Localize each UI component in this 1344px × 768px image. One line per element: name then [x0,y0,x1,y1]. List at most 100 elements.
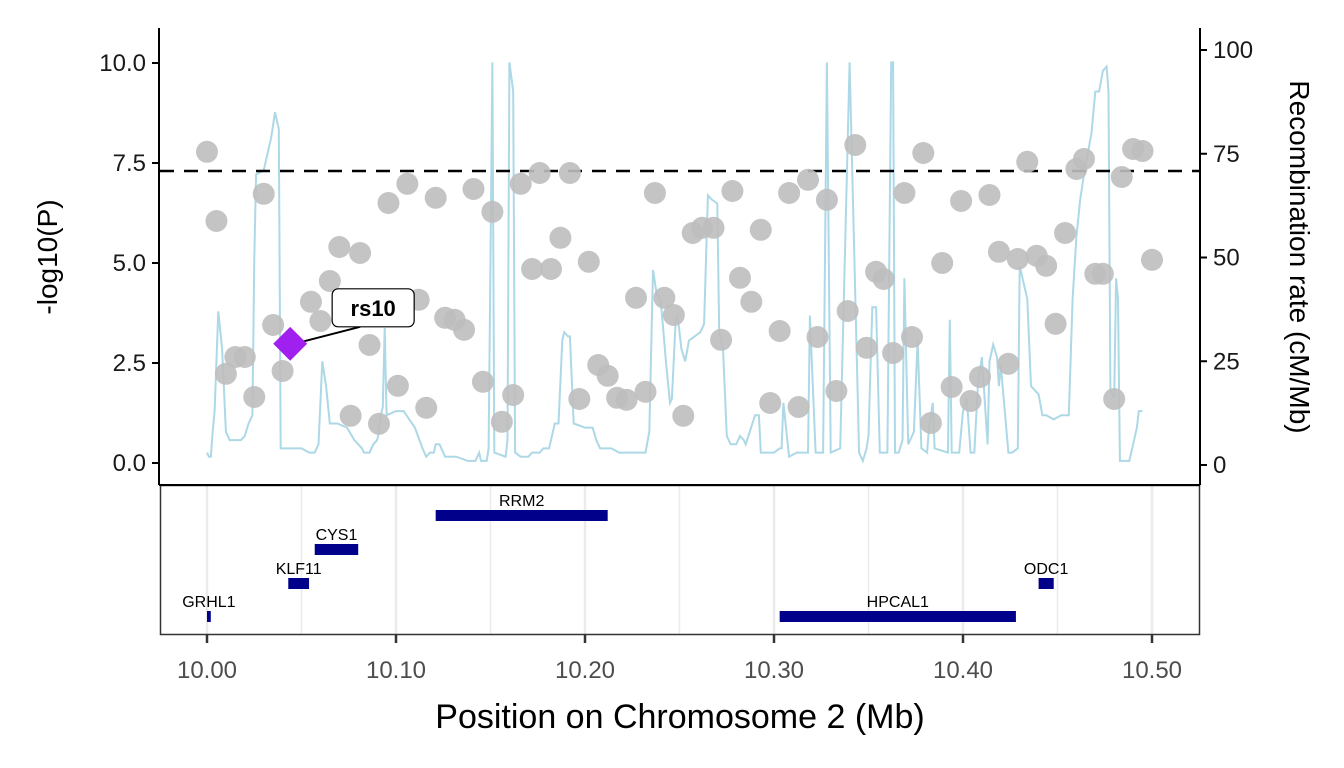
gene-label: CYS1 [316,527,358,544]
snp-point [596,364,619,387]
snp-point [625,286,648,309]
snp-point [787,396,810,418]
snp-point [893,182,916,204]
snp-point [919,412,942,434]
snp-point [931,252,954,274]
snp-point [205,210,228,232]
snp-point [1141,248,1163,271]
snp-point [415,396,438,419]
gene-bar [207,611,211,622]
x-tick-label: 10.50 [1122,657,1182,684]
snp-point [721,180,744,202]
y-tick-label: 7.5 [113,150,146,177]
lead-snp-label: rs10 [351,296,396,321]
snp-point [987,240,1010,263]
snp-point [969,366,992,388]
snp-point [768,320,791,342]
snp-point [643,182,666,204]
snp-point [299,290,322,313]
y-tick-label: 0.0 [113,450,146,477]
snp-point [358,334,381,356]
gene-bar [435,510,608,521]
y-tick-label: 10.0 [99,50,146,77]
snp-point [462,178,485,200]
y-tick-label: 2.5 [113,350,146,377]
snp-point [615,388,638,411]
snp-point [740,290,763,313]
y2-tick-label: 25 [1213,348,1240,375]
gene-bar [1038,578,1054,589]
snp-point [710,328,733,351]
snp-point [778,182,801,204]
snp-point [539,258,562,280]
snp-point [528,162,551,184]
gene-label: GRHL1 [182,594,235,611]
snp-point [509,172,532,195]
snp-point [872,268,895,290]
y2-tick-label: 0 [1213,452,1226,479]
snp-point [386,374,409,397]
snp-point [196,140,218,163]
snp-point [233,346,256,368]
y-axis-title: -log10(P) [32,199,63,314]
snp-point [653,286,676,309]
snp-point [1091,262,1114,285]
snp-point [662,304,685,326]
snp-point [1072,148,1095,170]
snp-point [940,376,963,398]
y-tick-label: 5.0 [113,250,146,277]
snp-point [339,404,362,427]
x-tick-label: 10.00 [177,657,237,684]
snp-point [262,314,285,336]
lead-snp-marker [273,326,308,361]
snp-point [806,326,829,348]
snp-point [252,182,275,205]
snp-point [1006,248,1029,270]
gene-label: RRM2 [499,493,544,510]
snp-point [481,200,504,223]
snp-point [328,236,351,258]
snp-point [950,190,973,212]
gene-bar [288,578,310,589]
y2-tick-label: 50 [1213,245,1240,272]
snp-point [502,384,525,406]
snp-point [471,370,494,393]
y2-axis-title: Recombination rate (cM/Mb) [1284,80,1315,433]
gene-label: KLF11 [276,561,322,578]
snp-point [825,380,848,402]
snp-point [367,412,390,435]
snp-point [1016,150,1039,173]
snp-point [1103,388,1126,410]
snp-point [672,404,695,427]
lead-snp-connector [293,325,361,345]
snp-point [844,134,867,156]
snp-point [728,266,751,289]
snp-point [1044,312,1067,335]
y-axis-right-ticks: 0 25 50 75 100 [1200,37,1253,479]
snp-point [549,226,572,249]
snp-point [577,250,600,273]
lead-snp-group: rs10 [273,288,415,361]
snp-point [1054,222,1077,244]
snp-point [396,172,419,195]
y2-tick-label: 75 [1213,141,1240,168]
x-tick-label: 10.10 [366,657,426,684]
snp-point [978,184,1001,206]
snp-point [759,392,782,414]
snp-point [568,388,591,410]
gene-track: GRHL1 KLF11 CYS1 RRM2 HPCAL1 ODC1 [182,493,1068,622]
snp-points [196,134,1163,435]
gene-label: HPCAL1 [867,594,929,611]
snp-point [490,410,513,433]
snp-point [912,142,935,164]
gene-label: ODC1 [1024,561,1069,578]
snp-point [424,186,447,209]
snp-point [797,168,820,191]
snp-point [318,270,341,292]
snp-point [815,188,838,211]
gene-bar [314,544,359,555]
snp-point [558,162,581,184]
snp-point [634,380,657,403]
y2-tick-label: 100 [1213,37,1253,64]
